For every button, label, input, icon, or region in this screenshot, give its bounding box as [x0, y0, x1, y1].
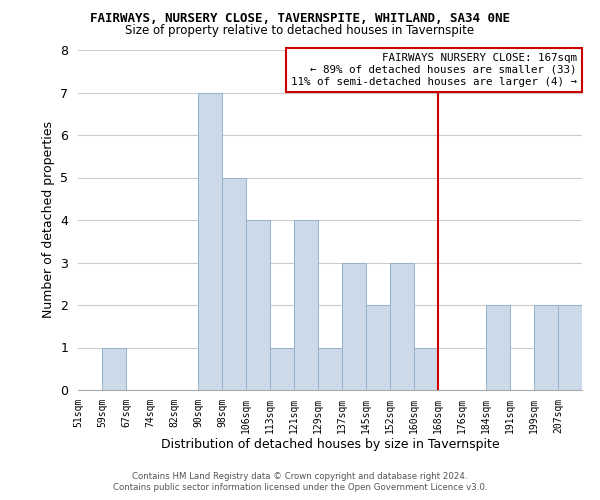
Bar — [558, 305, 582, 390]
Bar — [102, 348, 126, 390]
Text: Size of property relative to detached houses in Tavernspite: Size of property relative to detached ho… — [125, 24, 475, 37]
Bar — [366, 305, 390, 390]
Bar — [246, 220, 270, 390]
Y-axis label: Number of detached properties: Number of detached properties — [42, 122, 55, 318]
Bar — [294, 220, 318, 390]
Bar — [414, 348, 438, 390]
X-axis label: Distribution of detached houses by size in Tavernspite: Distribution of detached houses by size … — [161, 438, 499, 452]
Bar — [318, 348, 342, 390]
Bar — [222, 178, 246, 390]
Text: FAIRWAYS, NURSERY CLOSE, TAVERNSPITE, WHITLAND, SA34 0NE: FAIRWAYS, NURSERY CLOSE, TAVERNSPITE, WH… — [90, 12, 510, 26]
Bar — [342, 262, 366, 390]
Bar — [486, 305, 510, 390]
Bar — [270, 348, 294, 390]
Bar — [198, 92, 222, 390]
Bar — [534, 305, 558, 390]
Text: Contains HM Land Registry data © Crown copyright and database right 2024.
Contai: Contains HM Land Registry data © Crown c… — [113, 472, 487, 492]
Text: FAIRWAYS NURSERY CLOSE: 167sqm
← 89% of detached houses are smaller (33)
11% of : FAIRWAYS NURSERY CLOSE: 167sqm ← 89% of … — [291, 54, 577, 86]
Bar — [390, 262, 414, 390]
